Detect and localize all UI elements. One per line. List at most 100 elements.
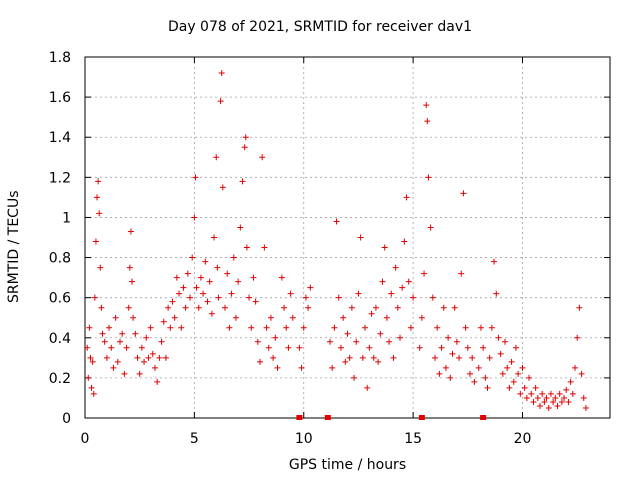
data-point [471, 378, 478, 385]
data-point [495, 334, 502, 341]
data-point [178, 324, 185, 331]
data-point [206, 278, 213, 285]
data-point [302, 294, 309, 301]
data-point [493, 290, 500, 297]
data-point [427, 224, 434, 231]
data-point [370, 354, 377, 361]
data-point [567, 378, 574, 385]
x-tick-label: 5 [190, 431, 199, 447]
data-point [298, 364, 305, 371]
x-tick-label: 20 [514, 431, 532, 447]
data-point [327, 338, 333, 345]
data-point [158, 338, 165, 345]
data-point [519, 364, 526, 371]
y-tick-label: 0.6 [49, 291, 71, 307]
data-point [510, 378, 517, 385]
data-point [239, 178, 246, 185]
data-point [469, 354, 476, 361]
data-point [447, 374, 454, 381]
data-point [392, 264, 399, 271]
data-point [462, 324, 469, 331]
data-point [537, 402, 543, 409]
data-point [252, 298, 259, 305]
data-point [572, 364, 578, 371]
data-point [477, 324, 484, 331]
data-point [254, 338, 261, 345]
data-point [296, 344, 303, 351]
data-point [267, 314, 274, 321]
data-point [187, 294, 193, 301]
data-point [383, 314, 390, 321]
data-point [425, 174, 432, 181]
data-point [561, 394, 568, 401]
data-point [125, 304, 132, 311]
axis-ticks: 0 0.2 0.4 0.6 0.8 1 1.2 1.4 1.6 1.8 0 5 10 15 20 [49, 50, 610, 447]
data-point [423, 102, 430, 109]
data-point [491, 258, 498, 265]
data-point [129, 278, 136, 285]
data-point [554, 402, 561, 409]
data-point [475, 364, 482, 371]
data-point [366, 344, 373, 351]
data-point [300, 324, 307, 331]
data-point [397, 334, 403, 341]
data-point [219, 184, 226, 191]
data-point [482, 374, 489, 381]
data-point [138, 344, 145, 351]
data-point [502, 338, 508, 345]
data-point [346, 354, 353, 361]
data-point [515, 370, 522, 377]
data-point [228, 290, 235, 297]
data-point [556, 390, 563, 397]
y-tick-label: 1.4 [49, 130, 71, 146]
data-point [283, 324, 290, 331]
data-point [224, 270, 231, 277]
y-tick-label: 1.6 [49, 90, 71, 106]
data-point [565, 398, 572, 405]
data-point [340, 314, 347, 321]
data-point [89, 358, 96, 365]
data-point [558, 398, 565, 405]
data-point [197, 274, 204, 281]
data-point [162, 354, 169, 361]
data-point [91, 294, 98, 301]
data-point [119, 330, 126, 337]
data-point [434, 324, 441, 331]
data-point [182, 304, 189, 311]
data-point [101, 338, 108, 345]
data-point [152, 364, 158, 371]
data-point [578, 370, 585, 377]
data-point [377, 330, 384, 337]
y-tick-label: 1 [62, 210, 71, 226]
data-point [147, 324, 154, 331]
data-point [342, 358, 349, 365]
data-point [242, 134, 249, 141]
data-point [285, 344, 292, 351]
baseline-marker [480, 415, 487, 420]
data-point [580, 394, 587, 401]
data-point [362, 324, 368, 331]
data-point [213, 154, 220, 161]
data-point [421, 270, 428, 277]
y-axis-label: SRMTID / TECUs [6, 190, 22, 304]
data-point [192, 174, 199, 181]
data-point [243, 244, 250, 251]
data-point [381, 244, 388, 251]
data-point [449, 350, 456, 357]
data-point [127, 228, 134, 235]
data-point [134, 354, 141, 361]
data-point [440, 304, 447, 311]
data-point [456, 354, 463, 361]
y-tick-label: 0.2 [49, 371, 71, 387]
data-point [85, 374, 92, 381]
data-point [499, 370, 506, 377]
data-point [237, 224, 244, 231]
data-point [126, 264, 133, 271]
baseline-markers [296, 415, 487, 420]
data-point [348, 304, 355, 311]
data-point [123, 344, 130, 351]
baseline-marker [324, 415, 331, 420]
data-point [410, 294, 417, 301]
data-point [351, 374, 358, 381]
data-point [204, 298, 211, 305]
